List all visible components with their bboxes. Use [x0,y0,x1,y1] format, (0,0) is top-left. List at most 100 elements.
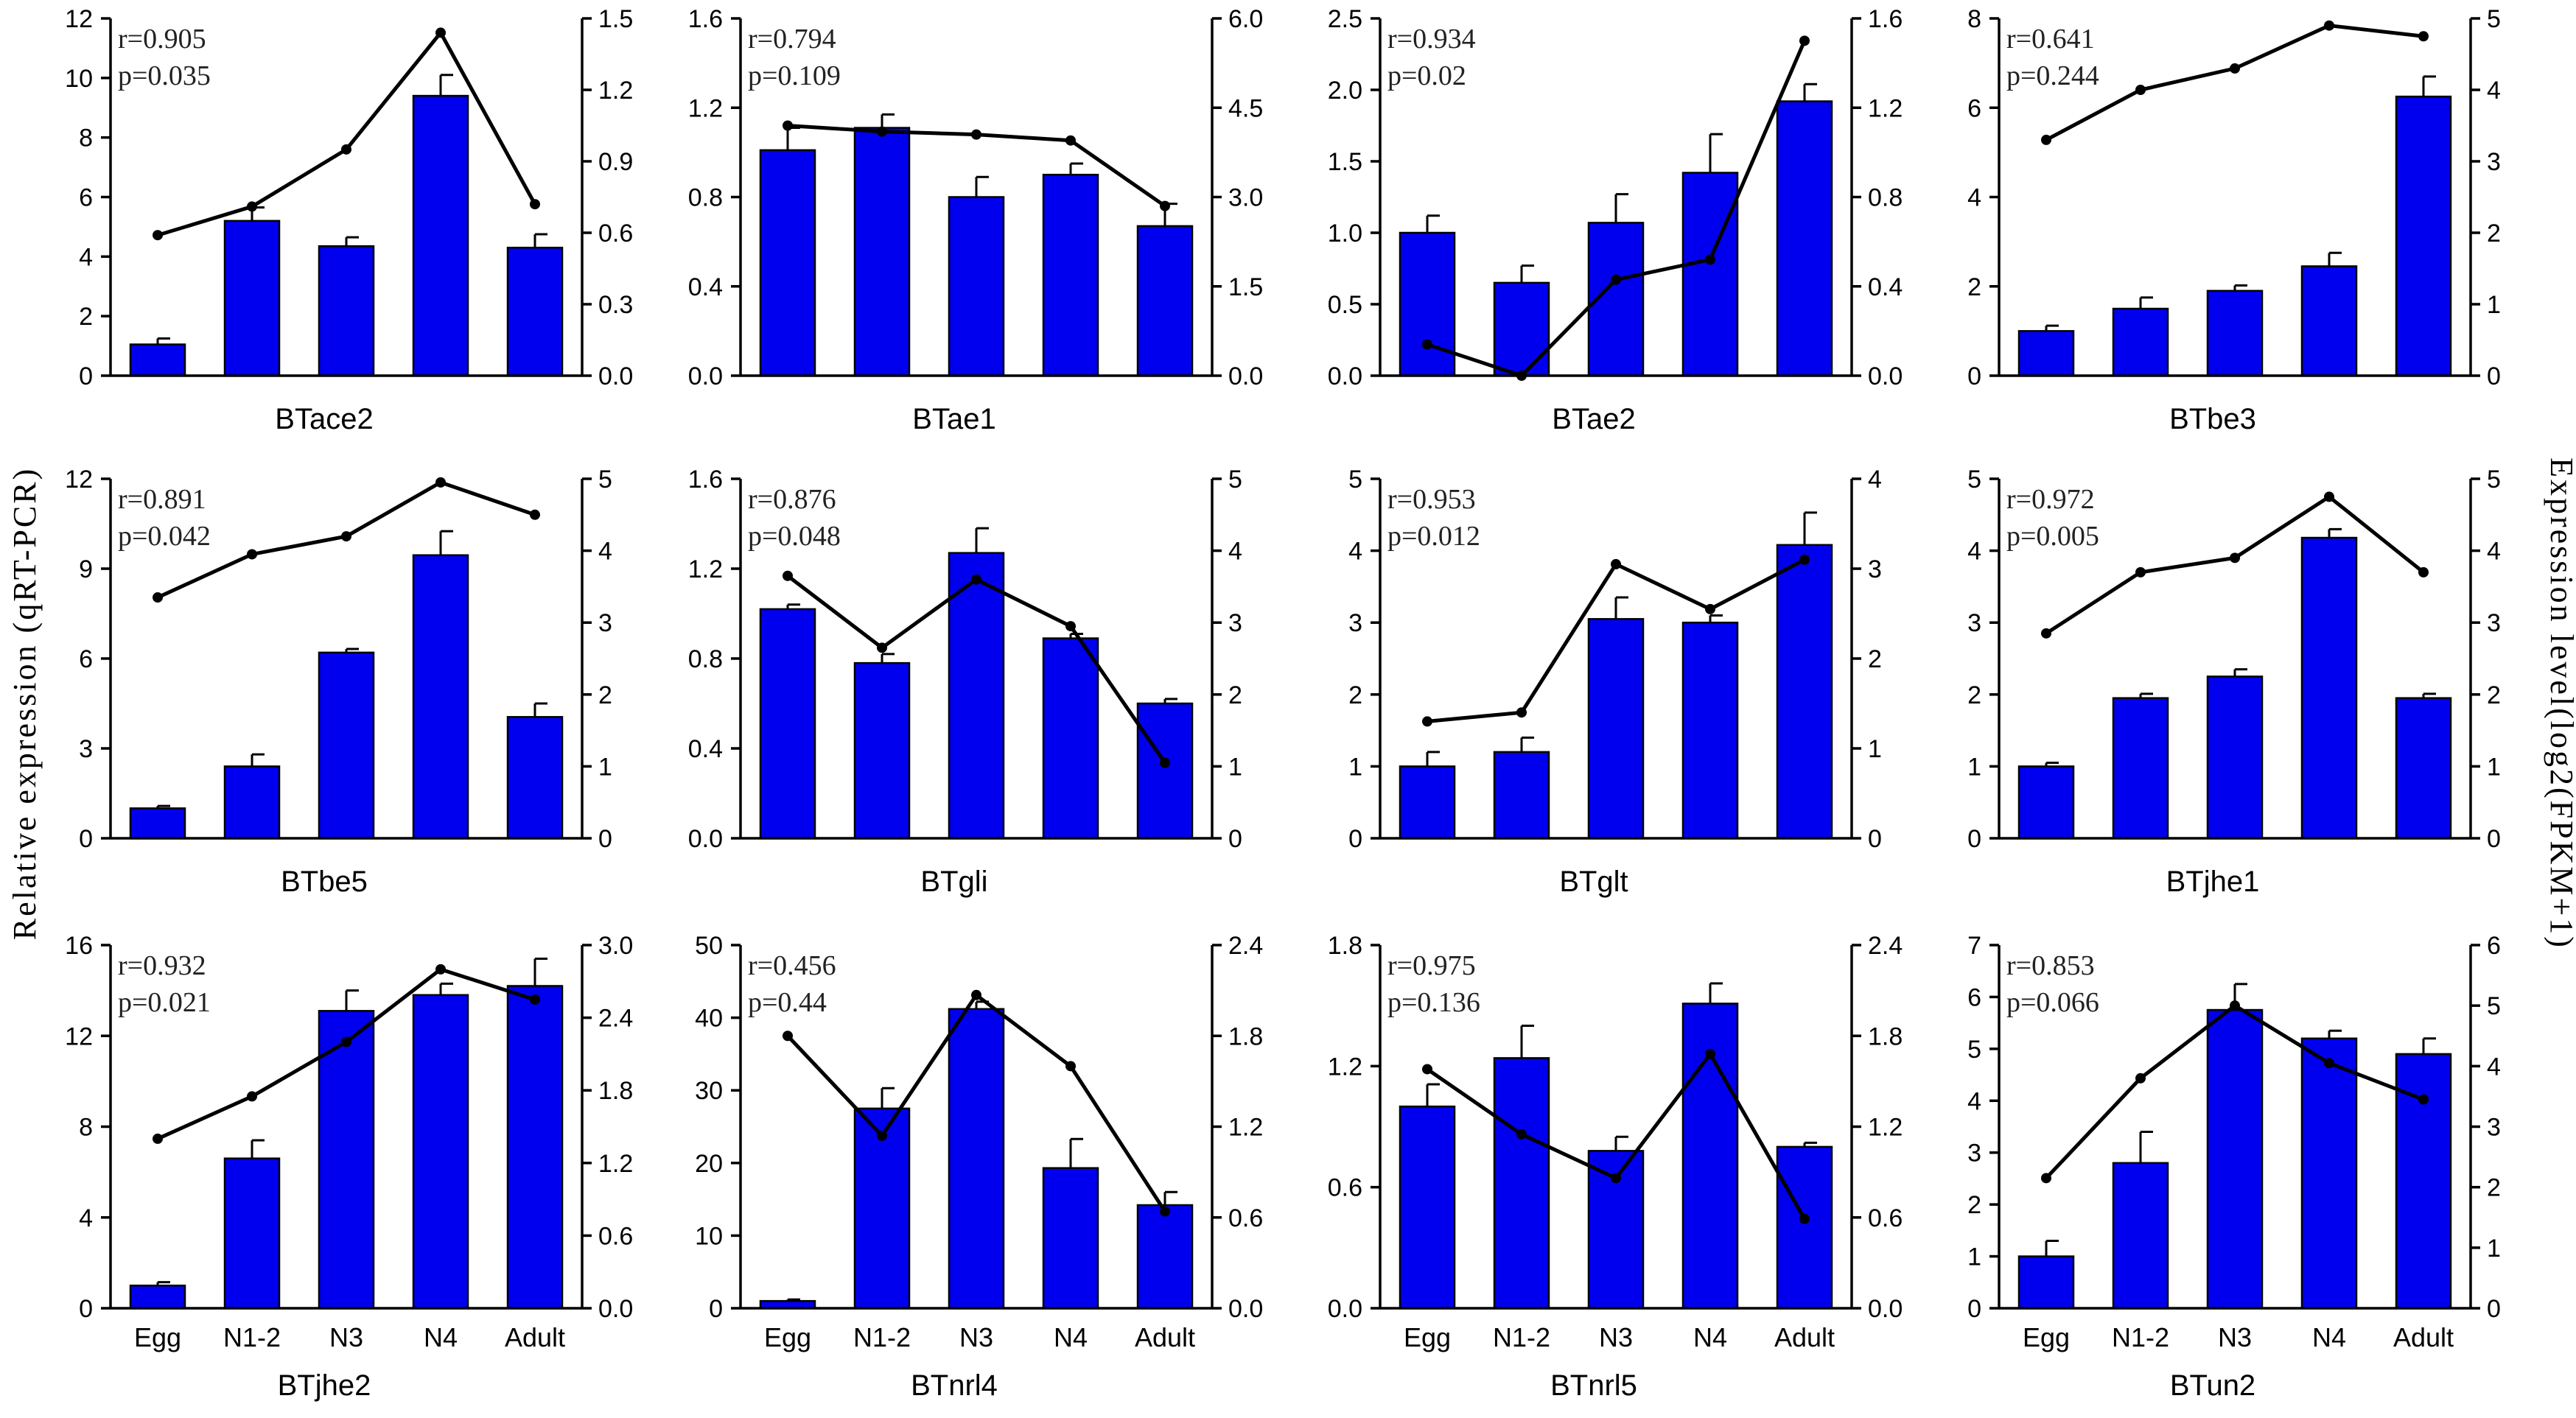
left-tick-label: 1 [1348,753,1362,781]
right-tick-label: 6.0 [1228,5,1263,33]
bar-Adult [506,985,564,1310]
left-tick-label: 7 [1967,932,1981,960]
fpkm-point-N1-2 [1516,707,1527,718]
left-tick-label: 4 [79,243,93,271]
bar-N4 [412,994,469,1310]
right-tick-label: 4 [2487,1053,2501,1081]
bar-N4 [1042,1167,1099,1310]
bar-N1-2 [853,1107,911,1310]
fpkm-point-N1-2 [877,1130,887,1141]
r-value: r=0.891 [118,484,206,515]
bar-N1-2 [223,765,281,840]
left-tick-label: 10 [695,1222,723,1250]
left-tick-label: 0 [1967,1295,1981,1323]
category-label: N3 [2218,1322,2252,1352]
left-tick-label: 1.0 [1328,220,1362,248]
left-tick-label: 16 [65,932,93,960]
bar-Adult [2395,95,2452,377]
fpkm-point-N3 [1611,558,1621,569]
right-tick-label: 2 [2487,1174,2501,1202]
p-value: p=0.035 [118,60,211,91]
fpkm-point-N3 [2230,63,2240,74]
r-value: r=0.972 [2006,484,2095,515]
category-label: Adult [1135,1322,1195,1352]
bar-N4 [2300,265,2358,377]
fpkm-point-Egg [2041,134,2051,145]
right-tick-label: 1 [2487,753,2501,781]
left-tick-label: 30 [695,1077,723,1105]
fpkm-point-N4 [2324,491,2334,502]
bar-N4 [2300,1037,2358,1310]
bar-N3 [2206,675,2264,840]
category-label: N3 [959,1322,993,1352]
left-tick-label: 3 [1348,609,1362,637]
panel-BTjhe2: 0 4 8 12 16 0.0 0.6 1.2 1.8 2.4 3.0 Egg N1-2 N3 N4 Adul… [65,932,633,1402]
left-tick-label: 1.6 [688,466,723,494]
fpkm-point-N4 [1065,1061,1076,1072]
fpkm-point-N1-2 [2135,566,2146,578]
fpkm-line [2045,494,2425,635]
left-tick-label: 8 [79,124,93,152]
right-tick-label: 3 [598,609,612,637]
bar-N1-2 [1493,751,1550,840]
left-tick-label: 5 [1967,466,1981,494]
right-tick-label: 0.6 [1228,1204,1263,1232]
right-tick-label: 2.4 [598,1005,633,1033]
right-tick-label: 1.5 [1228,273,1263,301]
panel-BTbe3: 0 2 4 6 8 0 1 2 3 4 5 BTbe3 r=0.641 p=0.244 [1967,5,2501,435]
fpkm-point-Adult [530,509,540,520]
left-tick-label: 1 [1967,753,1981,781]
panel-BTglt: 0 1 2 3 4 5 0 1 2 3 4 BTglt r=0.953 p=0.012 [1348,466,1882,898]
panel-title: BTgli [920,866,987,898]
left-tick-label: 1.6 [688,5,723,33]
r-value: r=0.794 [748,24,836,55]
p-value: p=0.44 [748,987,827,1018]
left-tick-label: 0 [79,362,93,390]
category-label: Egg [134,1322,181,1352]
fpkm-point-Egg [1422,716,1432,727]
left-tick-label: 4 [1348,538,1362,566]
category-label: N3 [1599,1322,1633,1352]
panel-BTae1: 0.0 0.4 0.8 1.2 1.6 0.0 1.5 3.0 4.5 6.0 BTae1 r=0.7… [688,5,1264,435]
left-tick-label: 2.5 [1328,5,1362,33]
panel-title: BTbe3 [2169,403,2256,435]
category-label: N4 [1693,1322,1727,1352]
panel-title: BTun2 [2170,1369,2255,1402]
left-tick-label: 10 [65,65,93,93]
bar-Egg [129,343,186,377]
category-label: N1-2 [1493,1322,1550,1352]
right-tick-label: 0.6 [598,1222,633,1250]
bar-Egg [1399,231,1456,377]
bar-Egg [759,149,816,377]
fpkm-point-N1-2 [877,642,887,653]
panel-BTgli: 0.0 0.4 0.8 1.2 1.6 0 1 2 3 4 5 BTgli r=0.876 p=0.048 [688,466,1242,898]
right-tick-label: 1 [1228,753,1242,781]
bar-Adult [1136,1204,1194,1310]
bar-N3 [948,552,1005,840]
fpkm-point-Adult [1799,554,1810,565]
p-value: p=0.005 [2006,521,2099,552]
bar-Egg [1399,765,1456,840]
bar-N4 [1042,637,1099,840]
right-axis-title: Expression level(log2(FPKM+1) [2544,457,2576,950]
fpkm-point-N4 [1705,603,1715,614]
bar-N1-2 [223,220,281,377]
bar-N3 [1587,618,1645,840]
r-value: r=0.905 [118,24,206,55]
fpkm-point-Egg [153,230,163,241]
left-tick-label: 12 [65,466,93,494]
bar-N1-2 [1493,1057,1550,1310]
fpkm-point-N1-2 [877,126,887,137]
left-tick-label: 4 [79,1204,93,1232]
left-tick-label: 0 [709,1295,723,1323]
panel-BTnrl5: 0.0 0.6 1.2 1.8 0.0 0.6 1.2 1.8 2.4 Egg N1-2 N3 N4 Ad… [1328,932,1903,1402]
bar-N3 [2206,1008,2264,1310]
left-tick-label: 5 [1967,1036,1981,1064]
right-tick-label: 0.6 [1868,1204,1903,1232]
left-tick-label: 3 [79,735,93,763]
panel-title: BTjhe1 [2166,866,2260,898]
right-tick-label: 0 [2487,1295,2501,1323]
bar-Adult [2395,697,2452,840]
